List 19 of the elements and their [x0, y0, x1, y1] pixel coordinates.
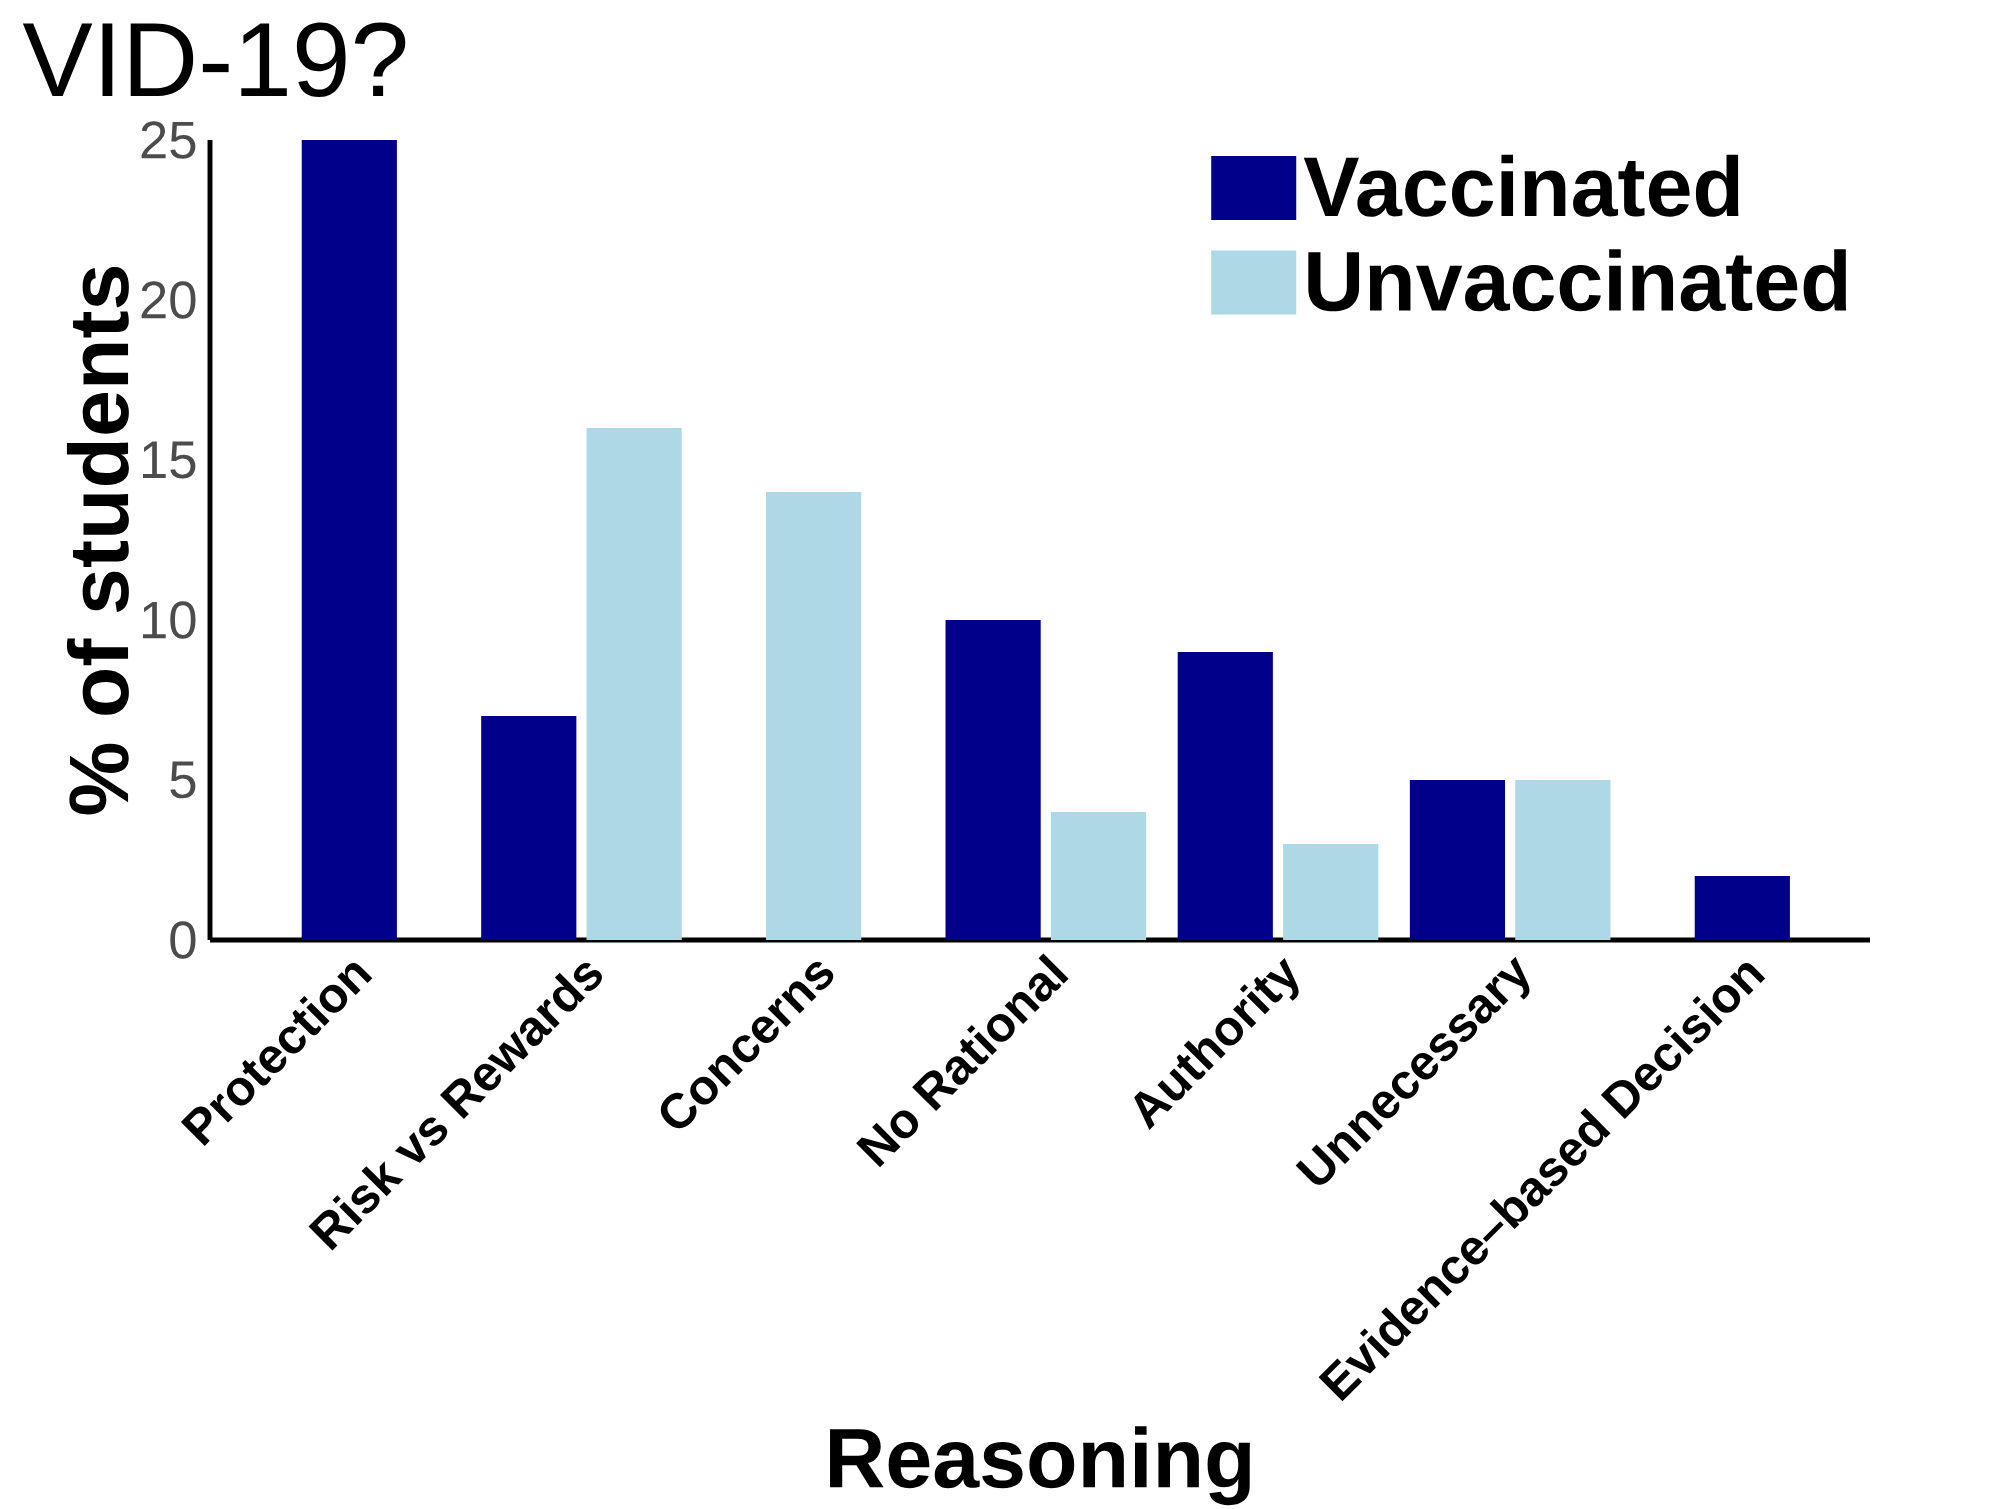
y-tick-label: 10 [142, 601, 196, 639]
y-tick-label: 5 [170, 761, 196, 799]
legend-label: Unvaccinated [1308, 249, 1847, 312]
bar [945, 620, 1041, 940]
y-tick-label: 25 [141, 121, 196, 159]
y-axis-title: % of students [66, 267, 129, 815]
bar [1515, 780, 1611, 940]
bar [1177, 652, 1273, 940]
bar [481, 716, 577, 940]
y-tick-label: 20 [141, 281, 196, 319]
y-tick-label: 15 [142, 441, 196, 479]
bar [1050, 812, 1147, 940]
y-tick-label: 0 [170, 921, 196, 959]
bar [1409, 780, 1506, 940]
bar [586, 428, 682, 940]
chart-title: VID-19? [22, 22, 406, 98]
x-axis-title: Reasoning [830, 1426, 1250, 1506]
bar [1283, 844, 1379, 940]
legend-label: Vaccinated [1303, 154, 1739, 217]
